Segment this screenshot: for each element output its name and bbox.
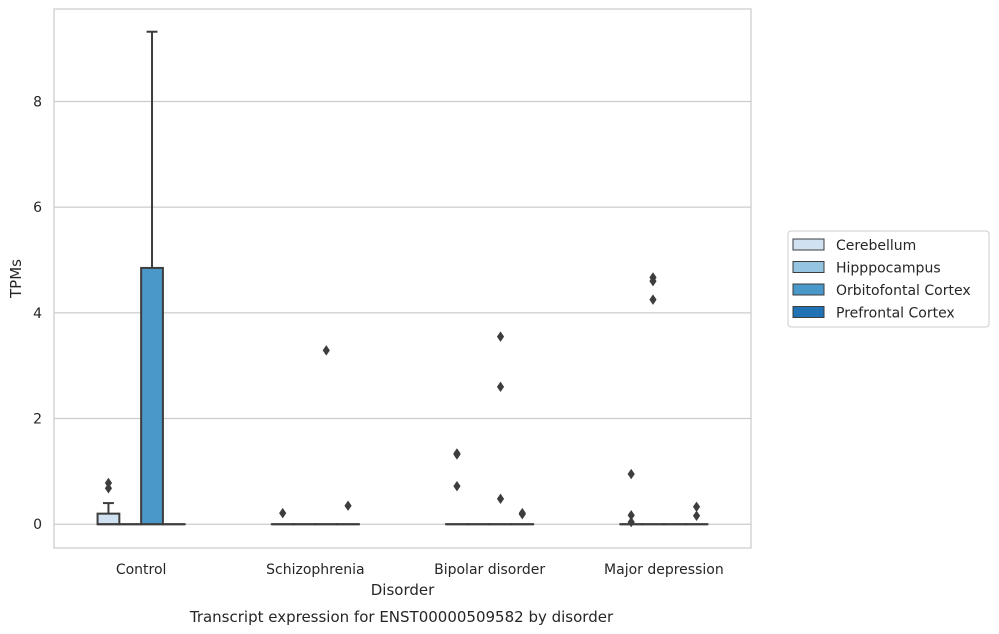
box — [445, 448, 469, 526]
y-axis-label: TPMs — [7, 259, 25, 299]
outlier-point — [453, 448, 461, 459]
series-prefrontal-cortex — [161, 500, 709, 526]
outlier-point — [627, 510, 635, 521]
box — [641, 272, 665, 526]
outlier-point — [692, 501, 701, 512]
y-tick-label: 2 — [33, 412, 42, 428]
plot-frame — [53, 8, 752, 549]
outlier-point — [692, 510, 701, 521]
chart-caption: Transcript expression for ENST0000050958… — [189, 608, 614, 626]
outlier-point — [496, 331, 505, 342]
box-body — [140, 266, 164, 526]
outlier-point — [649, 272, 657, 283]
outlier-point — [649, 294, 657, 305]
box-body — [96, 512, 121, 526]
outlier-point — [344, 500, 352, 511]
outlier-point — [322, 345, 330, 356]
outlier-point — [496, 381, 505, 393]
box — [314, 345, 339, 526]
legend-swatch — [792, 283, 825, 296]
x-tick-label: Major depression — [604, 562, 724, 578]
legend-label: Hipppocampus — [836, 261, 941, 277]
outlier-point — [104, 477, 113, 489]
y-tick-label: 0 — [33, 517, 42, 533]
outlier-point — [279, 507, 287, 519]
box — [684, 501, 709, 526]
series-cerebellum — [96, 448, 644, 528]
legend-label: Prefrontal Cortex — [836, 306, 955, 322]
y-tick-label: 8 — [33, 94, 42, 110]
outlier-point — [496, 493, 505, 505]
x-tick-label: Bipolar disorder — [434, 562, 545, 578]
outlier-point — [627, 468, 635, 480]
x-tick-label: Schizophrenia — [266, 562, 364, 578]
x-axis-label: Disorder — [371, 581, 435, 599]
x-tick-labels: Control Schizophrenia Bipolar disorder Majo… — [116, 562, 724, 578]
series-orbitofontal-cortex — [140, 30, 687, 526]
legend-label: Orbitofontal Cortex — [836, 283, 971, 299]
outlier-point — [453, 480, 461, 492]
box — [619, 468, 644, 528]
box-series-group — [96, 30, 709, 528]
x-tick-label: Control — [116, 562, 167, 578]
y-tick-label: 6 — [33, 200, 42, 216]
legend: Cerebellum Hipppocampus Orbitofontal Corte… — [787, 230, 990, 328]
box — [270, 507, 295, 526]
outlier-point — [627, 516, 635, 528]
legend-swatch — [792, 238, 825, 251]
legend-swatch — [792, 261, 825, 273]
box — [510, 507, 535, 526]
box — [96, 477, 121, 526]
legend-swatch — [792, 306, 825, 318]
box — [488, 331, 513, 526]
outlier-point — [104, 483, 113, 494]
legend-frame — [787, 230, 990, 328]
series-hipppocampus — [118, 272, 665, 526]
y-tick-labels: 0 2 4 6 8 — [33, 94, 42, 533]
legend-label: Cerebellum — [836, 238, 916, 254]
box — [336, 500, 360, 526]
outlier-point — [518, 507, 526, 519]
y-tick-label: 4 — [33, 306, 42, 322]
box — [140, 30, 164, 526]
